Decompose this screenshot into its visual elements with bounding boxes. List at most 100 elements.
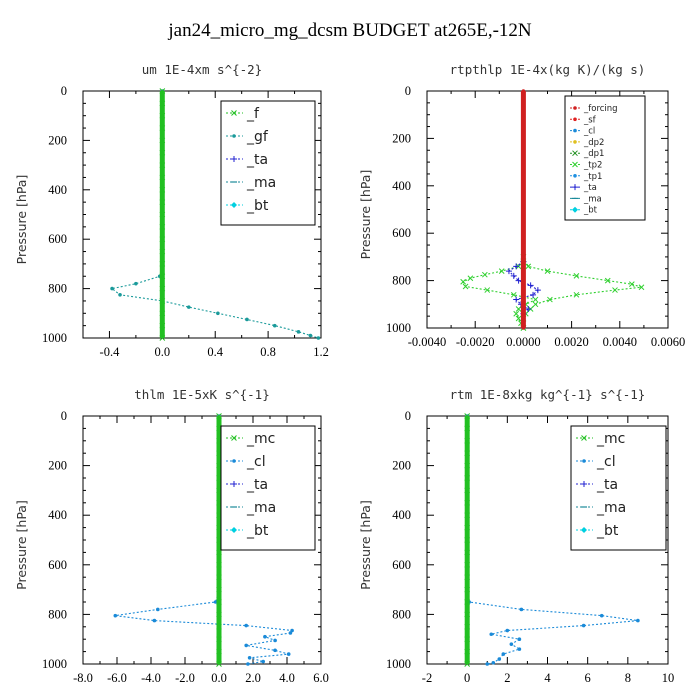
data-point [231, 481, 237, 487]
y-tick-label: 0 [405, 84, 411, 98]
data-point [159, 100, 166, 107]
data-point [521, 231, 526, 235]
legend-entry: _bt [246, 523, 269, 539]
data-point [316, 336, 321, 340]
legend-entry: _f [246, 106, 260, 122]
x-tick-label: 0.0040 [603, 335, 637, 349]
data-point [159, 88, 166, 94]
data-point [517, 637, 522, 641]
data-point [530, 291, 537, 298]
data-point [581, 435, 587, 441]
data-point [464, 512, 471, 519]
data-point [286, 652, 291, 656]
y-tick-label: 600 [392, 558, 411, 572]
data-point [464, 611, 471, 618]
data-point [464, 661, 471, 667]
data-point [261, 659, 266, 664]
data-point [159, 174, 166, 181]
data-point [573, 106, 577, 110]
y-tick-label: 0 [61, 409, 67, 423]
data-point [152, 618, 157, 623]
data-point [510, 291, 517, 298]
data-point [604, 277, 611, 284]
legend-entry: _ta [246, 477, 268, 493]
data-point [464, 475, 471, 481]
panel-thlm: thlm 1E-5xK s^{-1} Pressure [hPa] 0 200 400 6… [14, 387, 329, 685]
legend-entry: _bt [583, 206, 598, 216]
data-point [216, 311, 220, 316]
y-tick-label: 800 [48, 282, 67, 296]
data-point [216, 574, 222, 581]
y-tick-label: 600 [392, 226, 411, 240]
legend-entry: _tp1 [583, 172, 602, 182]
data-point [464, 425, 471, 432]
x-tick-label: 0.0060 [651, 335, 685, 349]
series-line-cl [115, 416, 294, 665]
data-point [573, 291, 580, 298]
y-tick-label: 800 [392, 274, 411, 288]
data-point [521, 302, 526, 307]
data-point [216, 611, 222, 618]
data-point [244, 623, 248, 628]
data-point [521, 290, 526, 295]
data-point [515, 277, 522, 284]
series-line-tp2 [462, 256, 538, 329]
panel-rtpthlp: rtpthlp 1E-4x(kg K)/(kg s) Pressure [hPa]… [358, 62, 685, 349]
y-tick-label: 200 [392, 459, 411, 473]
x-tick-label: 0.0000 [506, 335, 540, 349]
data-point [534, 287, 541, 294]
data-point [573, 273, 580, 279]
panel-title: rtm 1E-8xkg kg^{-1} s^{-1} [450, 387, 646, 402]
data-point [232, 459, 236, 463]
data-point [159, 322, 166, 329]
data-point [521, 160, 526, 164]
data-point [572, 150, 578, 157]
data-point [464, 487, 471, 494]
data-point [273, 638, 277, 643]
x-tick-label: -0.4 [100, 345, 121, 359]
data-point [515, 306, 522, 312]
data-point [245, 317, 249, 322]
data-point [308, 333, 313, 338]
data-point [513, 310, 520, 317]
data-point [159, 335, 166, 341]
x-tick-label: -6.0 [107, 671, 127, 685]
data-point [464, 499, 471, 506]
x-tick-label: 2 [504, 671, 510, 685]
data-point [159, 236, 166, 243]
data-point [231, 110, 237, 116]
data-point [231, 435, 237, 441]
data-point [521, 326, 526, 330]
panel-title: rtpthlp 1E-4x(kg K)/(kg s) [450, 62, 646, 77]
x-tick-label: 0.0 [211, 671, 227, 685]
data-point [159, 162, 166, 168]
legend-entry: _forcing [583, 104, 618, 114]
y-tick-label: 400 [48, 508, 67, 522]
data-point [159, 211, 166, 218]
data-point [216, 599, 222, 605]
data-point [246, 662, 250, 666]
data-point [521, 89, 526, 93]
y-tick-label: 0 [405, 409, 411, 423]
data-point [521, 101, 526, 105]
data-point [521, 136, 526, 141]
data-point [521, 124, 526, 129]
data-point [485, 662, 490, 666]
legend-entry: _cl [596, 454, 616, 470]
data-point [159, 261, 166, 267]
y-tick-label: 400 [48, 183, 67, 197]
data-point [159, 310, 166, 317]
legend-entry: _cl [246, 454, 266, 470]
data-point [110, 286, 114, 291]
legend-entry: _sf [583, 115, 597, 125]
data-point [501, 652, 506, 656]
x-tick-label: -4.0 [141, 671, 161, 685]
data-point [464, 462, 471, 469]
data-point [521, 314, 526, 318]
x-tick-label: -2 [422, 671, 432, 685]
data-point [521, 184, 526, 188]
legend-box [570, 425, 667, 551]
data-point [519, 607, 524, 612]
data-point [464, 599, 471, 605]
